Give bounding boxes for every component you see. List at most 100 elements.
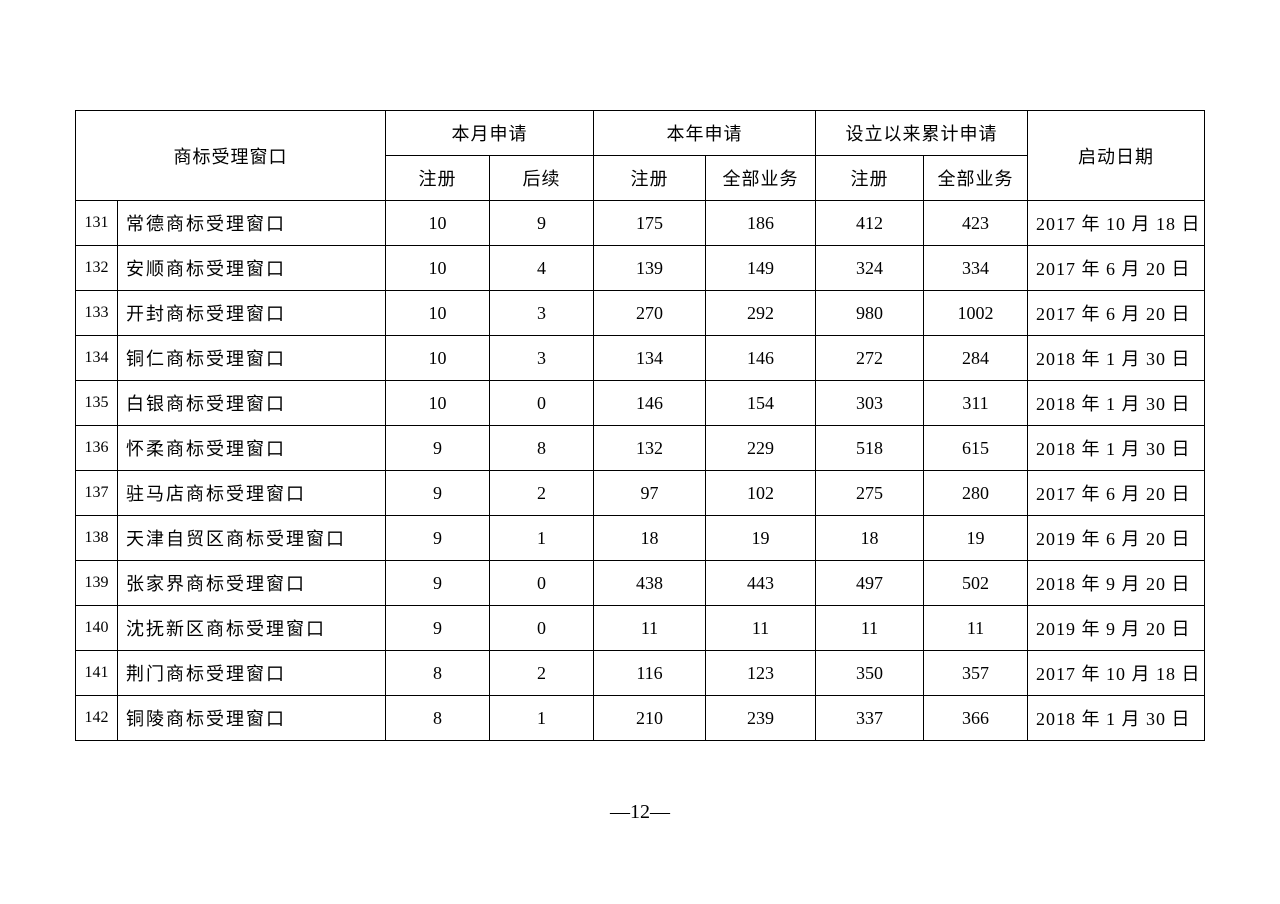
header-month-followup: 后续 <box>490 156 594 201</box>
cell-year-register: 134 <box>594 336 706 381</box>
cell-total-register: 275 <box>816 471 924 516</box>
cell-window-name: 开封商标受理窗口 <box>118 291 386 336</box>
cell-total-all: 423 <box>924 201 1028 246</box>
cell-index: 141 <box>76 651 118 696</box>
cell-month-followup: 3 <box>490 336 594 381</box>
cell-year-all: 19 <box>706 516 816 561</box>
table-row: 135白银商标受理窗口1001461543033112018 年 1 月 30 … <box>76 381 1205 426</box>
cell-month-followup: 1 <box>490 696 594 741</box>
cell-index: 139 <box>76 561 118 606</box>
header-month-register: 注册 <box>386 156 490 201</box>
table-row: 139张家界商标受理窗口904384434975022018 年 9 月 20 … <box>76 561 1205 606</box>
header-year-register: 注册 <box>594 156 706 201</box>
cell-total-register: 303 <box>816 381 924 426</box>
table-row: 140沈抚新区商标受理窗口90111111112019 年 9 月 20 日 <box>76 606 1205 651</box>
header-total-register: 注册 <box>816 156 924 201</box>
header-month-group: 本月申请 <box>386 111 594 156</box>
cell-window-name: 铜陵商标受理窗口 <box>118 696 386 741</box>
cell-year-all: 123 <box>706 651 816 696</box>
cell-window-name: 张家界商标受理窗口 <box>118 561 386 606</box>
table-header: 商标受理窗口 本月申请 本年申请 设立以来累计申请 启动日期 注册 后续 注册 … <box>76 111 1205 201</box>
table-row: 131常德商标受理窗口1091751864124232017 年 10 月 18… <box>76 201 1205 246</box>
cell-start-date: 2019 年 9 月 20 日 <box>1028 606 1205 651</box>
cell-month-register: 10 <box>386 201 490 246</box>
cell-year-register: 18 <box>594 516 706 561</box>
header-start-date: 启动日期 <box>1028 111 1205 201</box>
cell-window-name: 驻马店商标受理窗口 <box>118 471 386 516</box>
cell-index: 134 <box>76 336 118 381</box>
cell-total-register: 18 <box>816 516 924 561</box>
cell-window-name: 安顺商标受理窗口 <box>118 246 386 291</box>
cell-month-followup: 0 <box>490 381 594 426</box>
cell-month-followup: 8 <box>490 426 594 471</box>
cell-month-followup: 0 <box>490 561 594 606</box>
cell-window-name: 白银商标受理窗口 <box>118 381 386 426</box>
table-row: 138天津自贸区商标受理窗口91181918192019 年 6 月 20 日 <box>76 516 1205 561</box>
cell-total-all: 334 <box>924 246 1028 291</box>
cell-total-all: 11 <box>924 606 1028 651</box>
table-row: 141荆门商标受理窗口821161233503572017 年 10 月 18 … <box>76 651 1205 696</box>
table-row: 134铜仁商标受理窗口1031341462722842018 年 1 月 30 … <box>76 336 1205 381</box>
header-year-all: 全部业务 <box>706 156 816 201</box>
cell-window-name: 常德商标受理窗口 <box>118 201 386 246</box>
header-total-group: 设立以来累计申请 <box>816 111 1028 156</box>
cell-window-name: 铜仁商标受理窗口 <box>118 336 386 381</box>
cell-total-all: 19 <box>924 516 1028 561</box>
cell-month-followup: 4 <box>490 246 594 291</box>
cell-year-register: 132 <box>594 426 706 471</box>
cell-total-register: 518 <box>816 426 924 471</box>
cell-year-register: 175 <box>594 201 706 246</box>
cell-start-date: 2018 年 1 月 30 日 <box>1028 696 1205 741</box>
cell-month-followup: 3 <box>490 291 594 336</box>
cell-index: 142 <box>76 696 118 741</box>
cell-index: 137 <box>76 471 118 516</box>
cell-total-register: 324 <box>816 246 924 291</box>
cell-month-register: 10 <box>386 291 490 336</box>
cell-year-register: 139 <box>594 246 706 291</box>
cell-total-register: 272 <box>816 336 924 381</box>
cell-year-all: 229 <box>706 426 816 471</box>
cell-month-register: 10 <box>386 246 490 291</box>
cell-month-followup: 0 <box>490 606 594 651</box>
cell-start-date: 2019 年 6 月 20 日 <box>1028 516 1205 561</box>
cell-total-all: 284 <box>924 336 1028 381</box>
cell-year-all: 154 <box>706 381 816 426</box>
cell-year-register: 116 <box>594 651 706 696</box>
cell-total-all: 366 <box>924 696 1028 741</box>
cell-index: 135 <box>76 381 118 426</box>
cell-index: 138 <box>76 516 118 561</box>
cell-index: 140 <box>76 606 118 651</box>
cell-total-register: 11 <box>816 606 924 651</box>
cell-year-register: 438 <box>594 561 706 606</box>
cell-month-register: 10 <box>386 381 490 426</box>
page-container: 商标受理窗口 本月申请 本年申请 设立以来累计申请 启动日期 注册 后续 注册 … <box>0 0 1280 824</box>
cell-year-all: 186 <box>706 201 816 246</box>
cell-start-date: 2018 年 9 月 20 日 <box>1028 561 1205 606</box>
cell-year-all: 11 <box>706 606 816 651</box>
header-window: 商标受理窗口 <box>76 111 386 201</box>
cell-year-all: 292 <box>706 291 816 336</box>
cell-month-register: 9 <box>386 561 490 606</box>
cell-year-all: 149 <box>706 246 816 291</box>
cell-total-all: 311 <box>924 381 1028 426</box>
cell-total-register: 412 <box>816 201 924 246</box>
cell-start-date: 2018 年 1 月 30 日 <box>1028 426 1205 471</box>
cell-month-register: 8 <box>386 651 490 696</box>
cell-month-register: 9 <box>386 606 490 651</box>
cell-start-date: 2017 年 6 月 20 日 <box>1028 291 1205 336</box>
cell-year-all: 102 <box>706 471 816 516</box>
cell-start-date: 2018 年 1 月 30 日 <box>1028 336 1205 381</box>
cell-month-register: 9 <box>386 516 490 561</box>
cell-month-followup: 1 <box>490 516 594 561</box>
table-body: 131常德商标受理窗口1091751864124232017 年 10 月 18… <box>76 201 1205 741</box>
cell-year-register: 270 <box>594 291 706 336</box>
cell-index: 131 <box>76 201 118 246</box>
table-row: 132安顺商标受理窗口1041391493243342017 年 6 月 20 … <box>76 246 1205 291</box>
cell-total-register: 980 <box>816 291 924 336</box>
cell-month-register: 10 <box>386 336 490 381</box>
cell-window-name: 沈抚新区商标受理窗口 <box>118 606 386 651</box>
data-table: 商标受理窗口 本月申请 本年申请 设立以来累计申请 启动日期 注册 后续 注册 … <box>75 110 1205 741</box>
header-total-all: 全部业务 <box>924 156 1028 201</box>
cell-index: 136 <box>76 426 118 471</box>
cell-total-all: 615 <box>924 426 1028 471</box>
